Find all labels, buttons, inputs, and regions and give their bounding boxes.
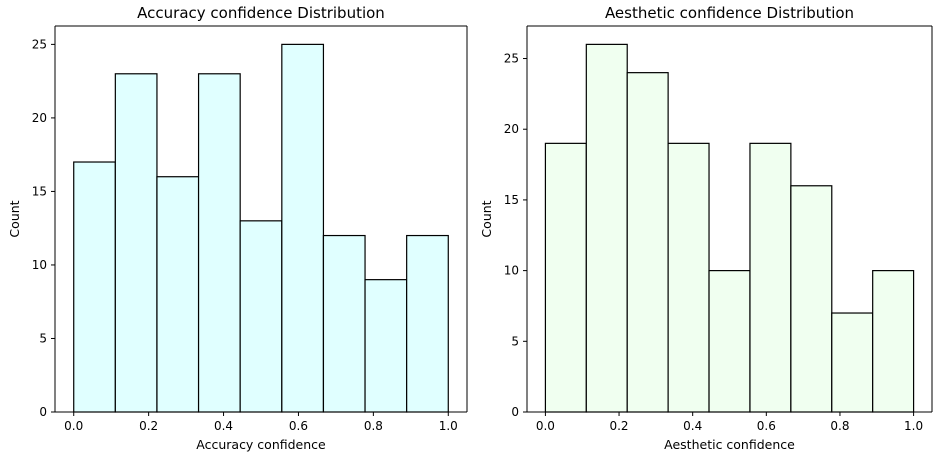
accuracy-bar-5	[239, 220, 283, 413]
accuracy-y-axis-label: Count	[7, 200, 22, 237]
accuracy-bar-8	[364, 279, 408, 413]
aesthetic-x-axis-label: Aesthetic confidence	[664, 437, 795, 452]
accuracy-y-tick-label: 25	[32, 37, 47, 51]
accuracy-x-tick-label: 0.2	[139, 419, 158, 433]
aesthetic-chart-title: Aesthetic confidence Distribution	[605, 4, 854, 22]
aesthetic-bar-4	[667, 142, 710, 413]
accuracy-bar-9	[406, 234, 449, 413]
accuracy-x-tick-label: 0.6	[289, 419, 308, 433]
aesthetic-y-axis-label: Count	[479, 200, 494, 237]
accuracy-y-tick-label: 5	[39, 331, 47, 345]
aesthetic-x-tick-label: 1.0	[904, 419, 923, 433]
accuracy-x-tick-label: 0.0	[64, 419, 83, 433]
aesthetic-bar-5	[708, 270, 751, 413]
accuracy-bar-3	[156, 176, 200, 413]
accuracy-y-tick-label: 0	[39, 405, 47, 419]
aesthetic-y-tick-label: 20	[504, 122, 519, 136]
aesthetic-bar-9	[872, 270, 915, 413]
accuracy-y-tick-label: 20	[32, 111, 47, 125]
accuracy-y-tick-label: 15	[32, 184, 47, 198]
aesthetic-histogram-panel: 0.0 0.2 0.4 0.6 0.8 1.0 0 5 10 15 20 25 Aesthetic co…	[479, 4, 933, 452]
aesthetic-bar-6	[749, 142, 792, 413]
accuracy-bar-2	[114, 73, 158, 413]
accuracy-chart-title: Accuracy confidence Distribution	[137, 4, 385, 22]
accuracy-histogram-panel: 0.0 0.2 0.4 0.6 0.8 1.0 0 5 10 15 20 25 Accuracy con…	[7, 4, 468, 452]
aesthetic-x-tick-label: 0.8	[830, 419, 849, 433]
accuracy-x-axis-label: Accuracy confidence	[196, 437, 326, 452]
aesthetic-x-tick-label: 0.2	[609, 419, 628, 433]
aesthetic-bar-8	[831, 312, 874, 413]
aesthetic-y-tick-label: 0	[511, 405, 519, 419]
aesthetic-y-tick-label: 25	[504, 52, 519, 66]
accuracy-bar-1	[73, 161, 116, 413]
accuracy-bar-6	[281, 43, 325, 413]
accuracy-x-tick-label: 1.0	[439, 419, 458, 433]
aesthetic-bar-1	[544, 142, 587, 413]
aesthetic-x-tick-label: 0.0	[536, 419, 555, 433]
accuracy-bar-7	[322, 234, 366, 413]
accuracy-bar-4	[197, 73, 241, 413]
aesthetic-y-tick-label: 15	[504, 193, 519, 207]
aesthetic-y-tick-label: 5	[511, 334, 519, 348]
aesthetic-x-tick-label: 0.4	[683, 419, 702, 433]
aesthetic-y-tick-label: 10	[504, 264, 519, 278]
accuracy-x-tick-label: 0.8	[364, 419, 383, 433]
accuracy-x-tick-label: 0.4	[214, 419, 233, 433]
aesthetic-bar-3	[626, 72, 669, 413]
aesthetic-bar-2	[585, 43, 628, 413]
accuracy-y-tick-label: 10	[32, 258, 47, 272]
aesthetic-x-tick-label: 0.6	[757, 419, 776, 433]
aesthetic-bar-7	[790, 185, 833, 413]
